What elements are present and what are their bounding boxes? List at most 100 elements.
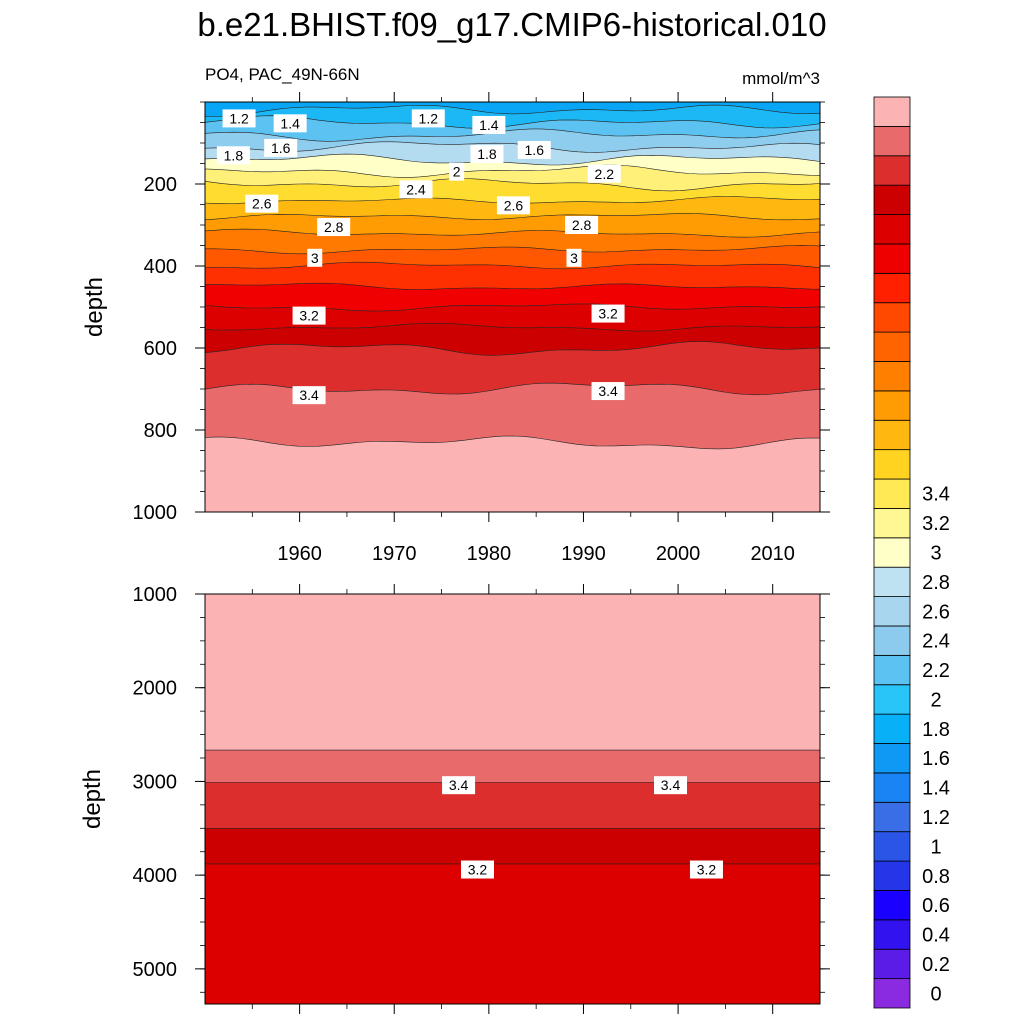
upper-x-tick-label: 1990 <box>561 543 606 565</box>
upper-contour-label: 2.8 <box>565 216 599 234</box>
colorbar-box <box>873 184 911 215</box>
contour-label-text: 1.2 <box>229 110 249 126</box>
contour-label-bg <box>460 860 494 879</box>
lower-y-tick-label: 2000 <box>133 678 178 700</box>
lower-contour-labels: 3.4 3.4 3.2 3.2 <box>442 776 723 879</box>
upper-contour-line <box>205 141 820 153</box>
upper-contour-band <box>205 213 820 238</box>
upper-contour-label: 1.8 <box>470 145 504 164</box>
upper-contour-label: 3.4 <box>292 386 326 405</box>
contour-label-bg <box>517 140 551 159</box>
upper-contour-band <box>205 115 820 142</box>
colorbar-box <box>873 890 911 921</box>
colorbar-label: 2.6 <box>922 601 950 623</box>
contour-label-text: 2.8 <box>324 219 344 235</box>
contour-label-text: 3.2 <box>598 306 618 322</box>
colorbar-box <box>873 125 911 157</box>
upper-contour-label: 3 <box>307 248 323 267</box>
lower-contour-fill <box>205 594 820 1004</box>
upper-contour-band <box>205 341 820 395</box>
lower-contour-band <box>205 782 820 829</box>
upper-x-tick-label: 1980 <box>467 543 512 565</box>
colorbar-label: 1.2 <box>922 807 950 829</box>
upper-contour-band <box>205 154 820 178</box>
colorbar-box <box>873 302 911 333</box>
contour-label-bg <box>307 248 323 267</box>
contour-label-text: 3.4 <box>449 777 469 793</box>
contour-label-text: 3.4 <box>661 777 681 793</box>
contour-label-bg <box>411 109 445 128</box>
upper-contour-band <box>205 323 820 356</box>
upper-contour-line <box>205 178 820 192</box>
contour-label-bg <box>273 114 307 133</box>
upper-contour-label: 3.2 <box>591 304 625 323</box>
contour-label-text: 3.2 <box>697 862 717 878</box>
contour-label-text: 2.4 <box>406 181 426 197</box>
colorbar: 0 0.2 0.4 0.6 0.8 1 1.2 1.4 1.6 1.8 2 2.2 2.4 2.6 2.8 3… <box>873 96 950 1009</box>
contour-label-bg <box>264 138 298 157</box>
chart-title: b.e21.BHIST.f09_g17.CMIP6-historical.010 <box>197 6 826 43</box>
contour-label-text: 2.6 <box>252 196 272 212</box>
colorbar-box <box>873 419 911 451</box>
upper-x-tick-label: 1970 <box>372 543 417 565</box>
upper-contour-label: 2.8 <box>317 218 351 237</box>
lower-contour-band <box>205 828 820 865</box>
contour-label-bg <box>317 218 351 237</box>
colorbar-box <box>873 331 911 362</box>
contour-label-text: 3.2 <box>299 308 319 324</box>
contour-label-bg <box>654 776 688 795</box>
contour-label-text: 1.4 <box>280 115 300 131</box>
upper-contour-label: 2.4 <box>399 180 433 199</box>
upper-y-tick-label: 600 <box>144 338 177 360</box>
contour-label-text: 1.8 <box>477 146 497 162</box>
upper-contour-line <box>205 128 820 142</box>
upper-y-tick-label: 400 <box>144 256 177 278</box>
colorbar-label: 1.6 <box>922 748 950 770</box>
colorbar-box <box>873 978 911 1009</box>
colorbar-box <box>873 801 911 833</box>
colorbar-box <box>873 948 911 980</box>
upper-contour-band <box>205 436 820 512</box>
upper-contour-label: 1.2 <box>222 109 256 128</box>
lower-panel: 3.4 3.4 3.2 3.2 1000 2000 3000 4000 5000 depth <box>79 584 830 1014</box>
upper-contour-line <box>205 213 820 221</box>
colorbar-label: 2 <box>930 689 941 711</box>
contour-label-text: 1.8 <box>224 147 244 163</box>
lower-y-tick-label: 4000 <box>133 865 178 887</box>
contour-label-bg <box>496 196 530 215</box>
colorbar-label: 3.2 <box>922 513 950 535</box>
colorbar-label: 2.2 <box>922 660 950 682</box>
contour-label-text: 1.6 <box>271 140 291 156</box>
upper-contour-line <box>205 104 820 117</box>
colorbar-label: 0 <box>930 983 941 1005</box>
upper-contour-line <box>205 228 820 238</box>
upper-contour-band <box>205 283 820 312</box>
variable-region-label: PO4, PAC_49N-66N <box>205 65 360 84</box>
contour-label-text: 3.4 <box>299 387 319 403</box>
colorbar-box <box>873 860 911 891</box>
contour-label-bg <box>689 860 723 879</box>
upper-contour-line <box>205 322 820 332</box>
upper-x-tick-label: 2000 <box>656 543 701 565</box>
colorbar-label: 1.4 <box>922 778 950 800</box>
contour-label-bg <box>591 382 625 401</box>
colorbar-label: 1.8 <box>922 719 950 741</box>
upper-x-tick-label: 1960 <box>277 543 322 565</box>
upper-contour-label: 1.4 <box>472 115 506 134</box>
upper-panel: 1.2 1.4 1.2 1.4 1.8 1.6 1.8 1.6 2 2.2 2.4 2.6 2.6 2.8… <box>81 92 830 565</box>
lower-contour-label: 3.4 <box>654 776 688 795</box>
contour-label-bg <box>292 306 326 325</box>
lower-contour-band <box>205 863 820 1004</box>
upper-contour-line <box>205 153 820 166</box>
colorbar-label: 2.8 <box>922 572 950 594</box>
lower-contour-label: 3.4 <box>442 776 476 795</box>
lower-contour-label: 3.2 <box>460 860 494 879</box>
upper-contour-band <box>205 105 820 129</box>
lower-y-tick-label: 3000 <box>133 771 178 793</box>
contour-label-text: 2.2 <box>595 166 615 182</box>
colorbar-box <box>873 596 911 627</box>
colorbar-box <box>873 684 911 715</box>
colorbar-box <box>873 361 911 392</box>
upper-contour-line <box>205 341 820 356</box>
